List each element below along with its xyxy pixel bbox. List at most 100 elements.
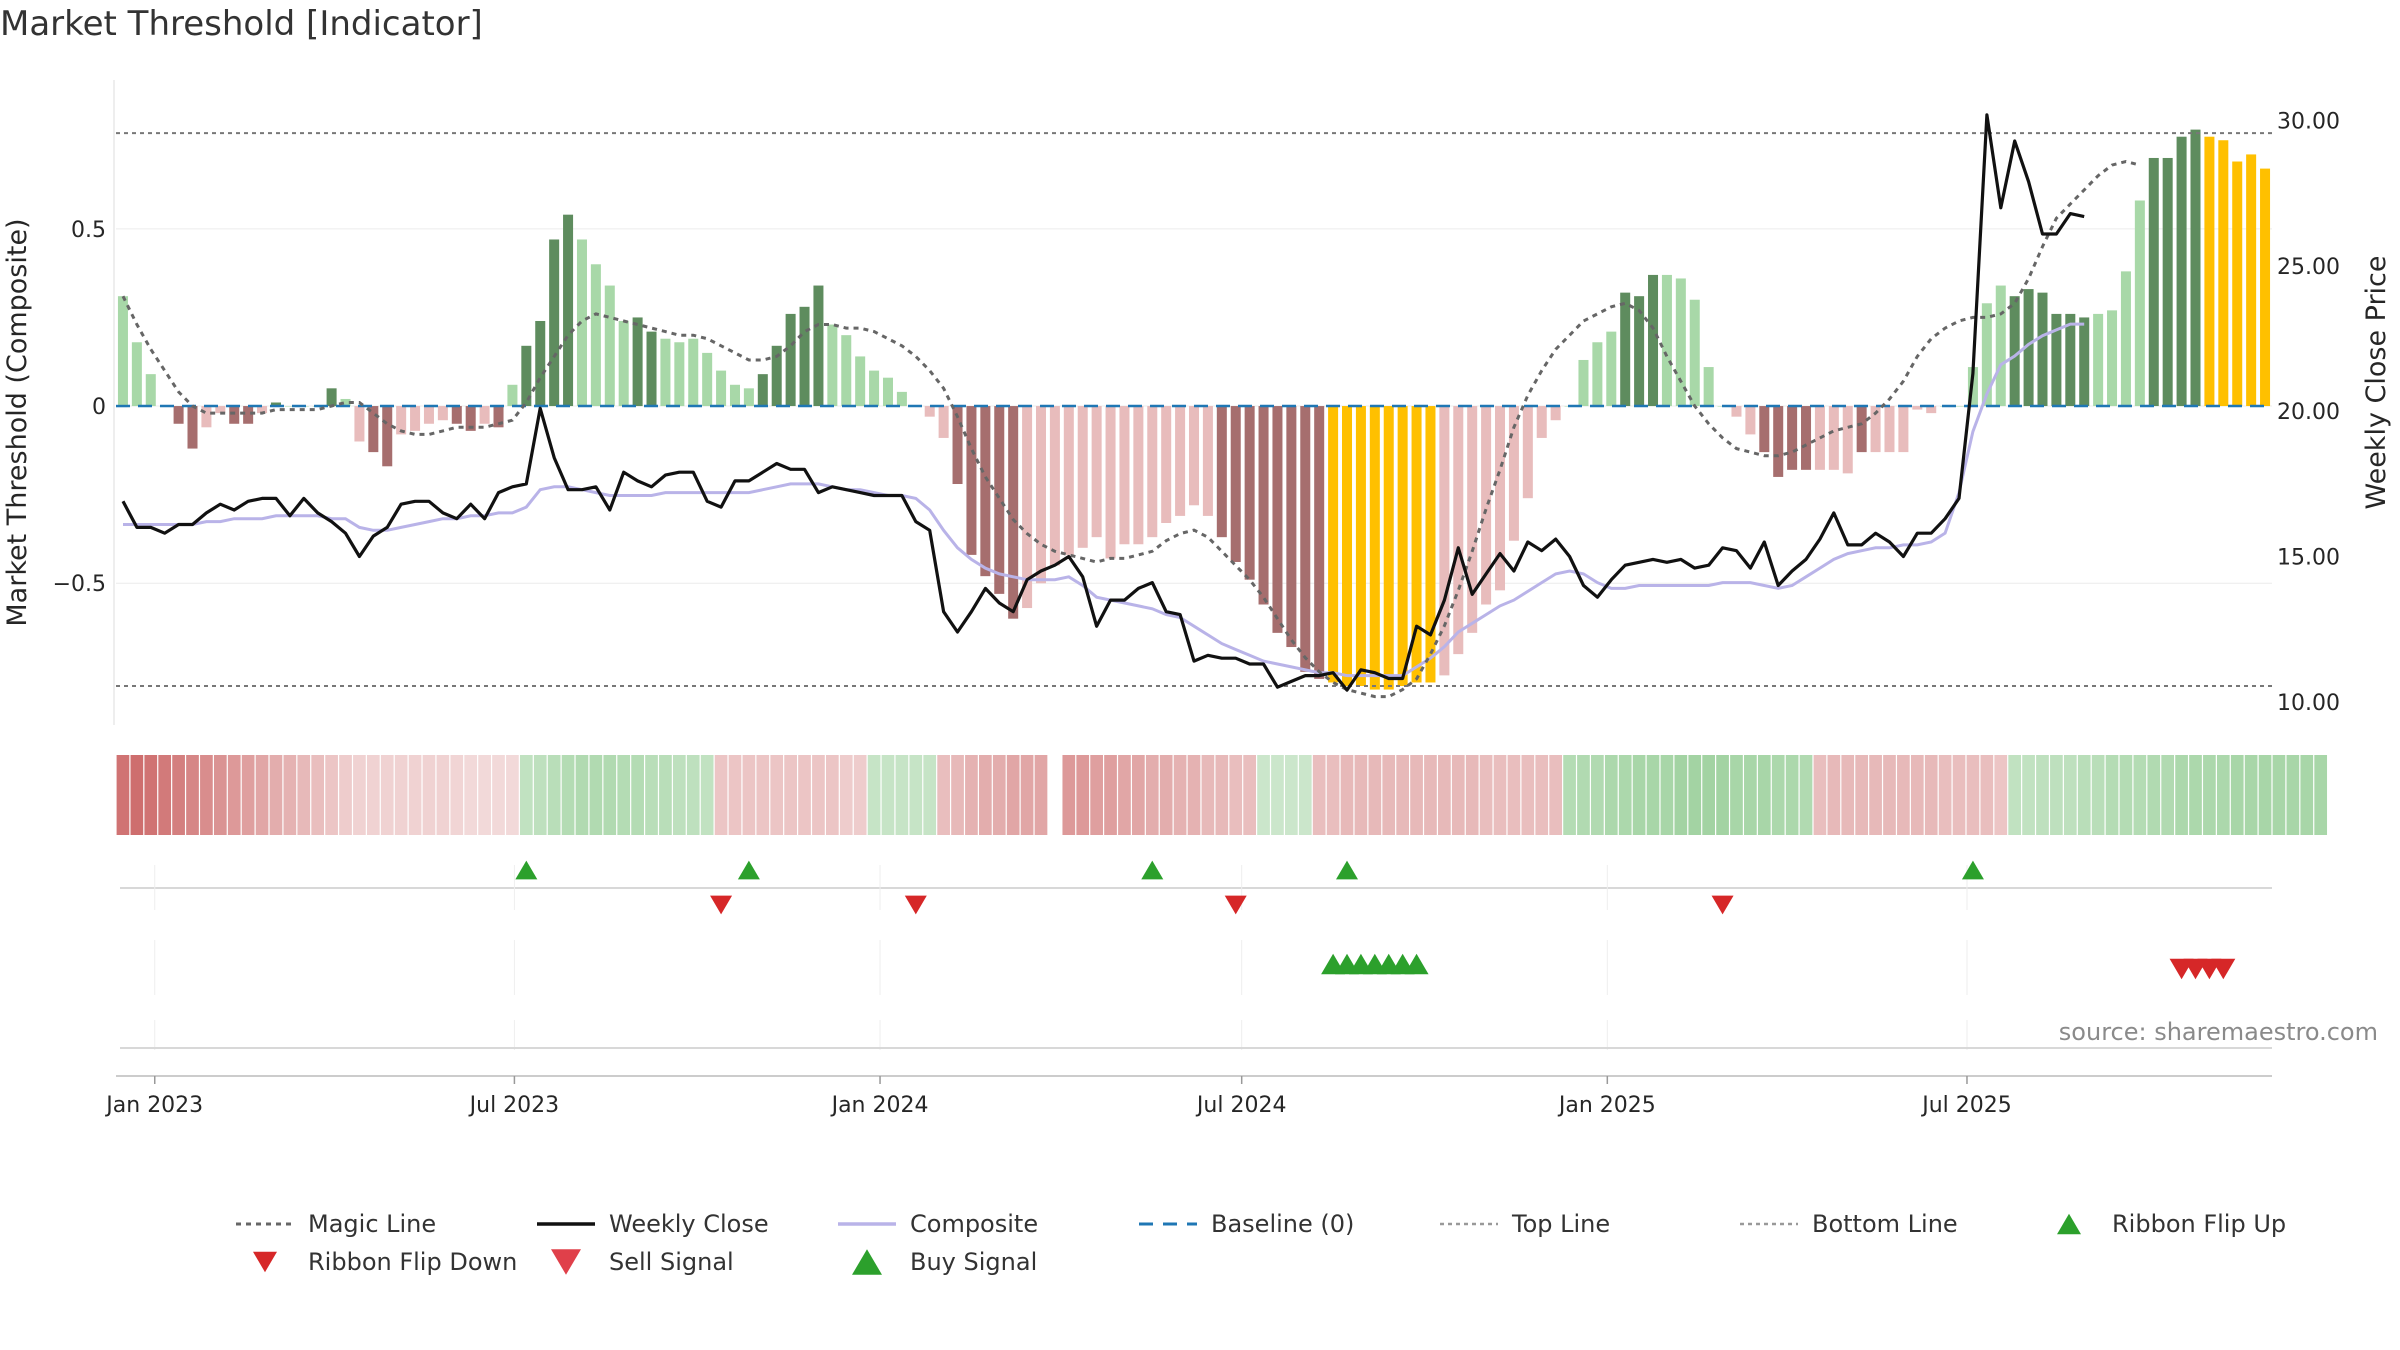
ribbon-cell xyxy=(2203,755,2216,835)
ribbon-cell xyxy=(297,755,311,835)
ribbon-cell xyxy=(408,755,422,835)
composite-bar xyxy=(2037,292,2048,407)
composite-bar xyxy=(229,406,240,424)
left-tick-label: −0.5 xyxy=(53,572,106,597)
ribbon-cell xyxy=(1159,755,1173,835)
x-tick-label: Jul 2025 xyxy=(1920,1093,2012,1118)
ribbon-cell xyxy=(2022,755,2035,835)
composite-bar xyxy=(1495,406,1506,591)
ribbon-cell xyxy=(1215,755,1229,835)
ribbon-cell xyxy=(1020,755,1034,835)
composite-bar xyxy=(1202,406,1213,516)
composite-bar xyxy=(1022,406,1033,609)
ribbon-cell xyxy=(213,755,227,835)
ribbon-cell xyxy=(1257,755,1270,835)
legend-label-magic-line: Magic Line xyxy=(308,1210,436,1238)
composite-bar xyxy=(117,296,128,407)
composite-bar xyxy=(924,406,935,417)
ribbon-cell xyxy=(1799,755,1813,835)
ribbon-cell xyxy=(1618,755,1632,835)
ribbon-cell xyxy=(1438,755,1451,835)
legend-label-top-line: Top Line xyxy=(1511,1210,1610,1238)
composite-bar xyxy=(1731,406,1742,417)
composite-bar xyxy=(1230,406,1241,562)
composite-bar xyxy=(729,384,740,407)
composite-bar xyxy=(1286,406,1297,648)
ribbon-cell xyxy=(784,755,797,835)
ribbon-cell xyxy=(353,755,366,835)
composite-bar xyxy=(1536,406,1547,438)
ribbon-cell xyxy=(1479,755,1493,835)
ribbon-cell xyxy=(1465,755,1479,835)
right-axis-label: Weekly Close Price xyxy=(2361,255,2392,509)
composite-bar xyxy=(1258,406,1269,605)
ribbon-cell xyxy=(672,755,686,835)
ribbon-cell xyxy=(1591,755,1604,835)
ribbon-cell xyxy=(1312,755,1326,835)
composite-bar xyxy=(493,406,504,428)
x-tick-label: Jan 2024 xyxy=(830,1093,929,1118)
ribbon-cell xyxy=(436,755,450,835)
ribbon-cell xyxy=(923,755,937,835)
buy-signal-marker xyxy=(1404,953,1429,975)
x-tick-label: Jul 2023 xyxy=(468,1093,560,1118)
composite-bar xyxy=(952,406,963,485)
ribbon-cell xyxy=(812,755,825,835)
ribbon-cell xyxy=(2286,755,2300,835)
ribbon-cell xyxy=(241,755,255,835)
composite-bar xyxy=(813,285,824,407)
composite-bar xyxy=(1063,406,1074,555)
composite-bar xyxy=(563,214,574,407)
composite-bar xyxy=(1161,406,1172,523)
composite-bar xyxy=(1689,299,1700,407)
composite-bar xyxy=(1842,406,1853,474)
composite-bar xyxy=(660,338,671,407)
composite-bar xyxy=(1467,406,1478,633)
ribbon-cell xyxy=(325,755,338,835)
composite-bar xyxy=(1049,406,1060,566)
composite-bar xyxy=(2134,200,2145,407)
legend-label-ribbon-flip-up: Ribbon Flip Up xyxy=(2112,1210,2286,1238)
legend-label-baseline: Baseline (0) xyxy=(1211,1210,1354,1238)
composite-bar xyxy=(1369,406,1380,690)
composite-bar xyxy=(771,345,782,407)
composite-bar xyxy=(2162,157,2173,407)
ribbon-cell xyxy=(2314,755,2328,835)
composite-bar xyxy=(1091,406,1102,538)
legend-label-sell-signal: Sell Signal xyxy=(609,1248,734,1276)
right-tick-label: 25.00 xyxy=(2277,255,2340,280)
ribbon-cell xyxy=(867,755,881,835)
composite-bar xyxy=(1745,406,1756,435)
ribbon-cell xyxy=(1757,755,1771,835)
ribbon-cell xyxy=(1535,755,1549,835)
ribbon-cell xyxy=(1451,755,1465,835)
composite-bar xyxy=(451,406,462,424)
composite-bar xyxy=(702,352,713,407)
ribbon-cell xyxy=(1952,755,1966,835)
ribbon-cell xyxy=(686,755,700,835)
composite-bar xyxy=(841,335,852,407)
composite-bar xyxy=(2176,136,2187,407)
ribbon-cell xyxy=(825,755,839,835)
ribbon-cell xyxy=(1034,755,1048,835)
composite-bar xyxy=(1147,406,1158,538)
ribbon-cell xyxy=(422,755,436,835)
ribbon-cell xyxy=(394,755,408,835)
ribbon-cell xyxy=(1118,755,1131,835)
ribbon-cell xyxy=(2063,755,2077,835)
composite-bar xyxy=(1870,406,1881,453)
legend-label-bottom-line: Bottom Line xyxy=(1812,1210,1958,1238)
chart-title: Market Threshold [Indicator] xyxy=(0,4,483,44)
ribbon-cell xyxy=(1730,755,1743,835)
composite-bar xyxy=(576,239,587,407)
ribbon-cell xyxy=(158,755,172,835)
composite-bar xyxy=(1592,342,1603,407)
composite-bar xyxy=(437,406,448,421)
composite-bar xyxy=(2260,168,2271,407)
composite-bar xyxy=(1508,406,1519,541)
composite-bar xyxy=(396,406,407,435)
composite-bar xyxy=(1481,406,1492,605)
composite-bar xyxy=(1383,406,1394,690)
composite-bar xyxy=(2246,154,2257,407)
ribbon-cell xyxy=(1410,755,1423,835)
